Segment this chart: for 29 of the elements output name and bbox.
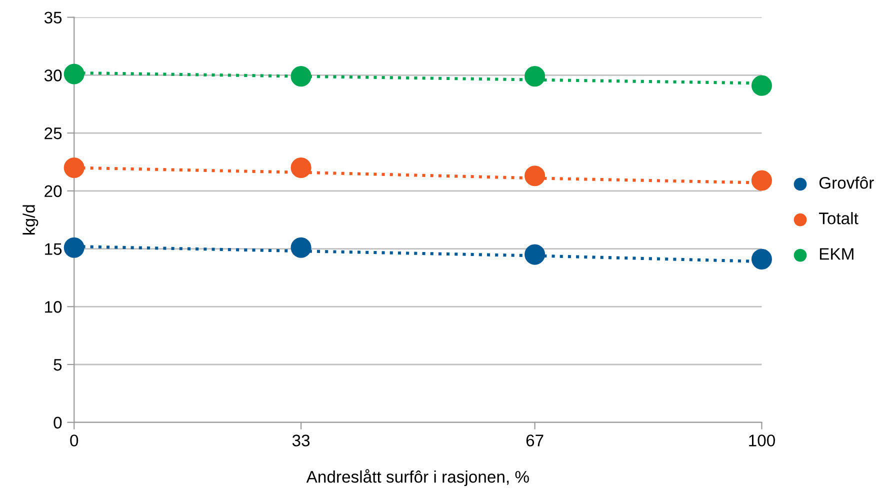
y-tick-label: 10 (45, 301, 62, 313)
point (751, 248, 772, 270)
x-tick-label: 100 (749, 434, 775, 446)
y-tick-label: 5 (54, 359, 62, 371)
y-tick-label: 20 (44, 185, 62, 198)
point (524, 166, 546, 186)
point (290, 66, 312, 87)
point (751, 170, 772, 191)
point (290, 157, 312, 178)
x-tick-label: 33 (292, 434, 310, 446)
x-axis-title: Andreslått surfôr i rasjonen, % (306, 469, 529, 486)
legend-label: EKM (820, 248, 854, 260)
y-tick-label: 25 (44, 127, 62, 140)
point (64, 64, 84, 84)
x-tick-label: 0 (70, 434, 78, 446)
y-tick-label: 35 (44, 12, 62, 24)
y-axis-title: kg/d (22, 205, 38, 234)
x-tick-label: 67 (526, 434, 544, 446)
point (524, 66, 546, 87)
point (64, 157, 84, 178)
legend-label: Grovfôr (819, 176, 874, 189)
point (524, 244, 546, 265)
y-tick-label: 30 (44, 70, 62, 82)
point (64, 237, 84, 258)
y-tick-label: 0 (54, 416, 62, 429)
y-tick-label: 15 (45, 243, 62, 255)
point (290, 237, 312, 258)
legend-label: Totalt (818, 212, 858, 224)
point (751, 75, 772, 96)
